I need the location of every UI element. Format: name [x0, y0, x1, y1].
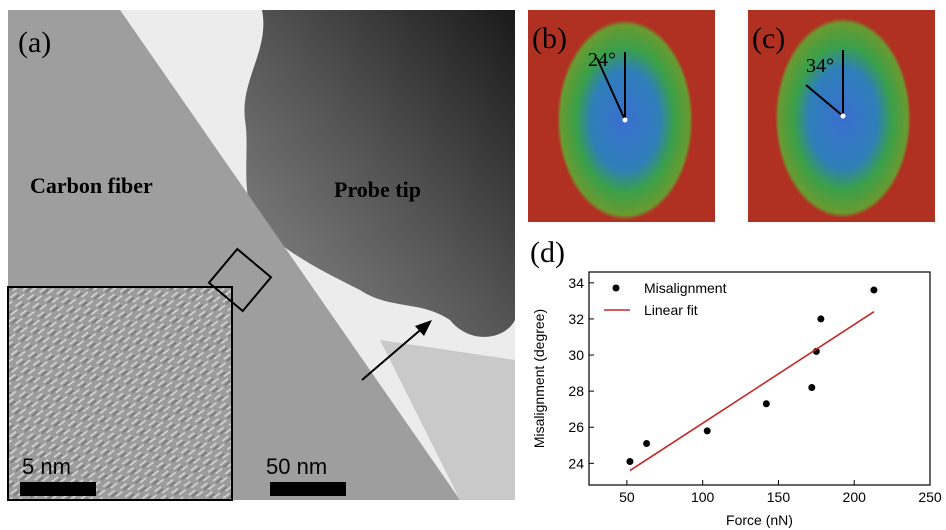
data-point — [643, 439, 651, 447]
panel-c: (c) 34° — [748, 10, 935, 222]
panel-label: (a) — [18, 26, 51, 59]
y-tick-label: 24 — [568, 455, 584, 471]
y-tick-label: 32 — [568, 311, 584, 327]
data-point — [817, 315, 825, 323]
region-label: Carbon fiber — [30, 173, 153, 198]
x-axis-label: Force (nN) — [726, 512, 793, 528]
center — [622, 117, 628, 123]
arrow — [361, 325, 426, 381]
panel-label: (b) — [532, 22, 567, 55]
region-label: Probe tip — [334, 177, 421, 202]
scale-label: 5 nm — [22, 454, 71, 479]
angle-label: 34° — [806, 55, 834, 77]
panel-label: (c) — [752, 22, 785, 55]
panel-d: (d) 50 100 150 200 250 24 26 28 30 32 34 Force (nN)… — [530, 236, 942, 528]
legend-label: Misalignment — [644, 280, 727, 296]
arrow-head — [415, 320, 432, 336]
y-tick-label: 34 — [568, 275, 584, 291]
region-box — [207, 247, 273, 313]
scale-bar — [20, 482, 96, 496]
panel-b: (b) 24° — [528, 10, 715, 222]
plot-frame — [588, 271, 931, 486]
data-point — [808, 384, 816, 392]
x-tick-label: 250 — [918, 489, 942, 505]
data-point — [626, 458, 634, 466]
y-tick-label: 30 — [568, 347, 584, 363]
center — [840, 113, 846, 119]
y-axis-label: Misalignment (degree) — [531, 309, 547, 448]
scale-label: 50 nm — [266, 454, 327, 479]
scale-bar — [270, 482, 346, 496]
data-point — [762, 400, 770, 408]
probe-tip — [244, 10, 515, 337]
x-tick-label: 100 — [691, 489, 715, 505]
inset — [7, 286, 233, 501]
x-tick-label: 150 — [767, 489, 791, 505]
panel-label: (d) — [530, 236, 565, 269]
angle-label: 24° — [588, 49, 616, 71]
data-point — [870, 286, 878, 294]
background — [380, 340, 515, 500]
x-tick-label: 50 — [619, 489, 635, 505]
legend-label: Linear fit — [644, 302, 698, 318]
legend-marker — [612, 284, 620, 292]
data-point — [703, 427, 711, 435]
panel-a: (a) Carbon fiber Probe tip 5 nm 50 nm — [7, 10, 515, 501]
x-tick-label: 200 — [843, 489, 867, 505]
y-tick-label: 26 — [568, 419, 584, 435]
y-tick-label: 28 — [568, 383, 584, 399]
fit-line — [629, 311, 875, 472]
